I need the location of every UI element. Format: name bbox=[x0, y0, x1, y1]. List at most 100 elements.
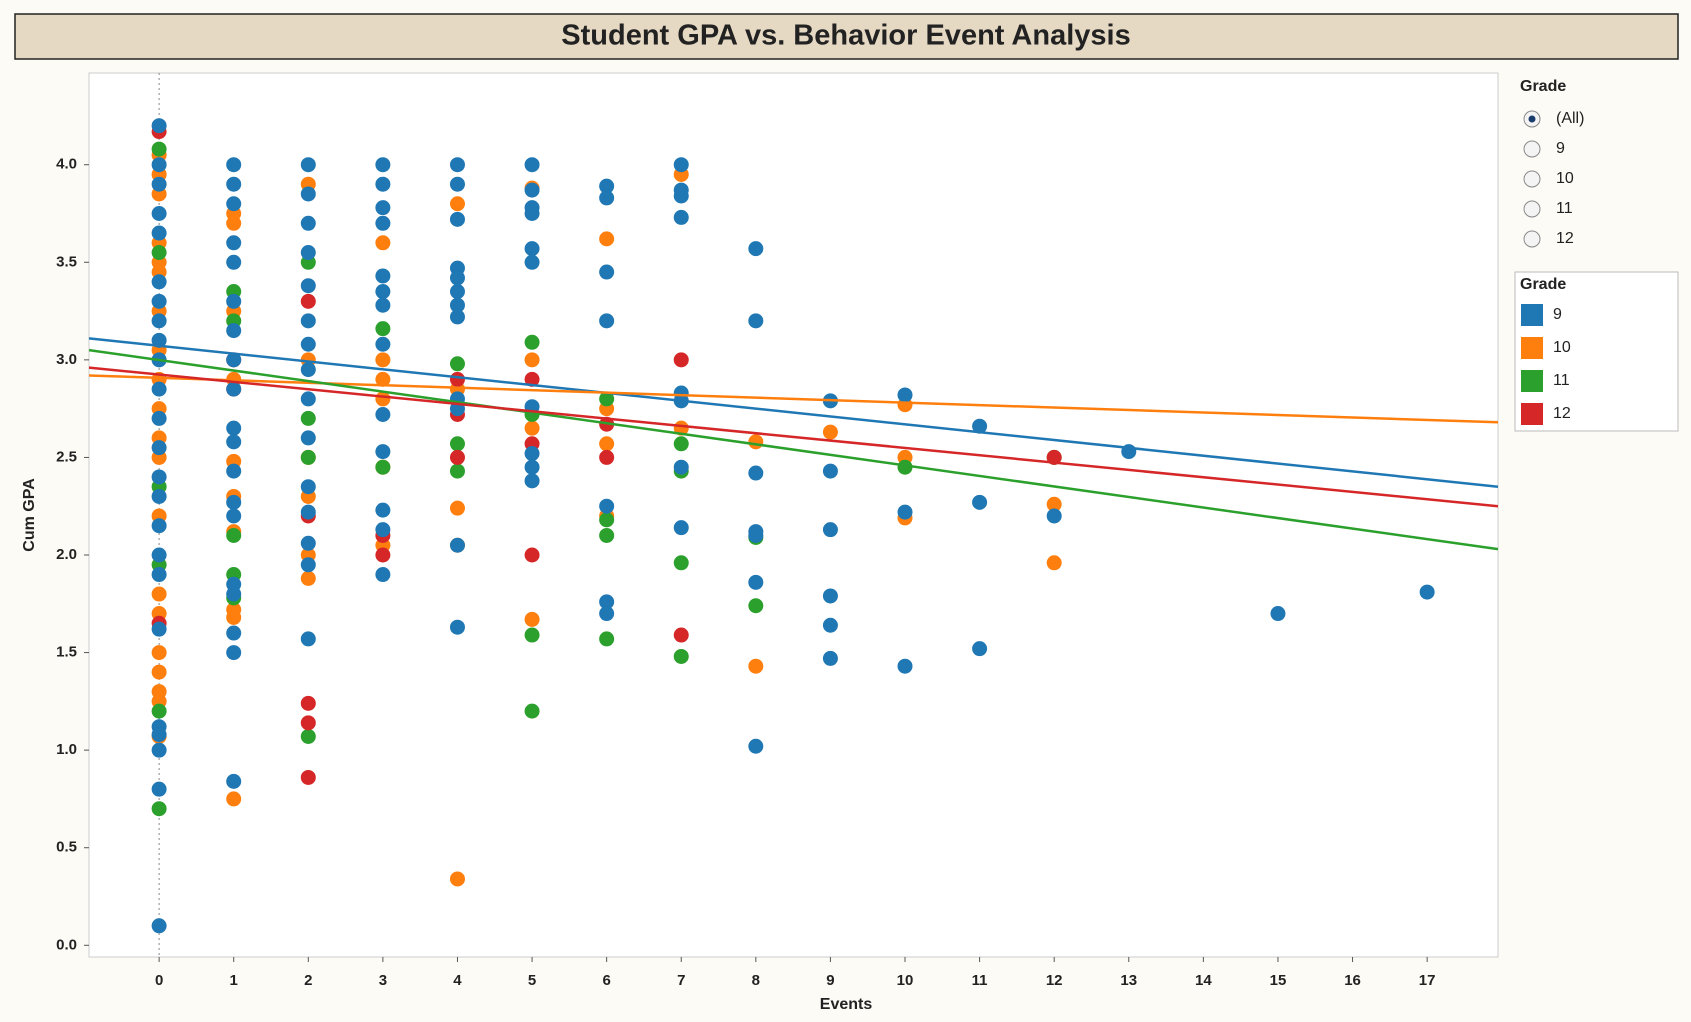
point bbox=[375, 459, 391, 475]
point bbox=[673, 627, 689, 643]
point bbox=[524, 420, 540, 436]
point bbox=[226, 323, 242, 339]
filter-option[interactable]: (All) bbox=[1556, 110, 1584, 127]
point bbox=[151, 518, 167, 534]
point bbox=[673, 436, 689, 452]
point bbox=[375, 176, 391, 192]
point bbox=[226, 420, 242, 436]
point bbox=[375, 547, 391, 563]
plot-area bbox=[88, 72, 1499, 958]
point bbox=[300, 293, 316, 309]
point bbox=[300, 278, 316, 294]
legend-swatch bbox=[1521, 403, 1543, 425]
filter-option[interactable]: 11 bbox=[1556, 200, 1573, 217]
x-tick-label: 5 bbox=[528, 972, 536, 989]
radio-button[interactable] bbox=[1523, 230, 1541, 248]
point bbox=[226, 235, 242, 251]
point bbox=[151, 293, 167, 309]
x-tick-label: 9 bbox=[826, 972, 834, 989]
point bbox=[375, 502, 391, 518]
point bbox=[524, 446, 540, 462]
point bbox=[972, 418, 988, 434]
point bbox=[822, 588, 838, 604]
filter-option[interactable]: 12 bbox=[1556, 230, 1574, 247]
point bbox=[300, 631, 316, 647]
filter-option[interactable]: 10 bbox=[1556, 170, 1574, 187]
point bbox=[300, 313, 316, 329]
point bbox=[300, 535, 316, 551]
point bbox=[151, 742, 167, 758]
point bbox=[300, 336, 316, 352]
point bbox=[300, 570, 316, 586]
point bbox=[375, 336, 391, 352]
point bbox=[226, 434, 242, 450]
point bbox=[1270, 606, 1286, 622]
point bbox=[449, 157, 465, 173]
point bbox=[524, 241, 540, 257]
point bbox=[151, 332, 167, 348]
radio-button[interactable] bbox=[1523, 200, 1541, 218]
point bbox=[897, 459, 913, 475]
point bbox=[375, 444, 391, 460]
point bbox=[375, 522, 391, 538]
point bbox=[151, 547, 167, 563]
point bbox=[375, 284, 391, 300]
filter-option[interactable]: 9 bbox=[1556, 140, 1565, 157]
point bbox=[300, 715, 316, 731]
point bbox=[226, 157, 242, 173]
legend-label: 9 bbox=[1553, 306, 1562, 323]
point bbox=[226, 254, 242, 270]
point bbox=[300, 557, 316, 573]
legend-title: Grade bbox=[1520, 276, 1566, 293]
point bbox=[599, 594, 615, 610]
point bbox=[226, 625, 242, 641]
point bbox=[151, 225, 167, 241]
point bbox=[226, 773, 242, 789]
legend-swatch bbox=[1521, 370, 1543, 392]
y-tick-label: 3.0 bbox=[56, 351, 77, 368]
point bbox=[449, 500, 465, 516]
point bbox=[449, 196, 465, 212]
point bbox=[897, 387, 913, 403]
point bbox=[972, 641, 988, 657]
point bbox=[972, 494, 988, 510]
point bbox=[226, 508, 242, 524]
radio-button[interactable] bbox=[1523, 170, 1541, 188]
point bbox=[1419, 584, 1435, 600]
point bbox=[748, 738, 764, 754]
point bbox=[524, 371, 540, 387]
x-tick-label: 14 bbox=[1195, 972, 1212, 989]
point bbox=[151, 703, 167, 719]
point bbox=[151, 727, 167, 743]
point bbox=[449, 270, 465, 286]
point bbox=[449, 309, 465, 325]
point bbox=[375, 215, 391, 231]
legend-label: 10 bbox=[1553, 339, 1571, 356]
point bbox=[151, 381, 167, 397]
point bbox=[375, 297, 391, 313]
point bbox=[226, 381, 242, 397]
point bbox=[524, 206, 540, 222]
point bbox=[524, 611, 540, 627]
point bbox=[300, 728, 316, 744]
radio-button[interactable] bbox=[1523, 140, 1541, 158]
point bbox=[151, 245, 167, 261]
point bbox=[300, 449, 316, 465]
point bbox=[300, 186, 316, 202]
point bbox=[524, 157, 540, 173]
point bbox=[151, 440, 167, 456]
point bbox=[300, 157, 316, 173]
point bbox=[375, 352, 391, 368]
point bbox=[151, 801, 167, 817]
point bbox=[449, 463, 465, 479]
point bbox=[748, 574, 764, 590]
point bbox=[599, 498, 615, 514]
point bbox=[524, 182, 540, 198]
point bbox=[599, 391, 615, 407]
point bbox=[151, 206, 167, 222]
point bbox=[375, 268, 391, 284]
point bbox=[226, 645, 242, 661]
y-tick-label: 2.5 bbox=[56, 448, 77, 465]
point bbox=[226, 215, 242, 231]
